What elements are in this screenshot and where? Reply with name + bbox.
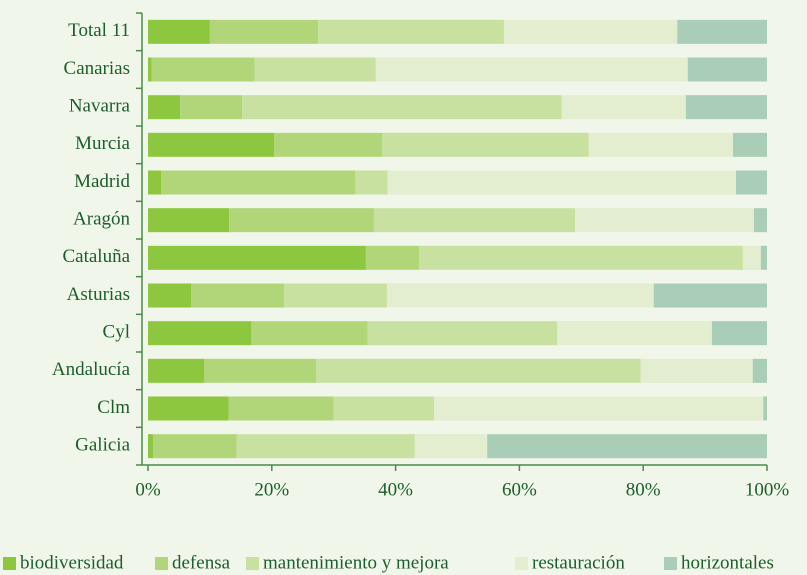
x-tick-label: 100% — [745, 479, 790, 500]
x-tick-label: 40% — [378, 479, 413, 500]
bar-segment — [653, 283, 767, 308]
bar-segment — [148, 95, 181, 120]
y-tick-label: Murcia — [75, 133, 130, 154]
y-tick-label: Galicia — [75, 435, 130, 456]
bar-segment — [763, 396, 767, 421]
bar-segment — [274, 132, 382, 157]
bar-segment — [503, 19, 678, 44]
y-tick-label: Total 11 — [68, 20, 130, 41]
bar-segment — [419, 245, 743, 270]
bar-segment — [228, 396, 334, 421]
bar-segment — [373, 208, 576, 233]
bar-segment — [687, 57, 767, 82]
bar-segment — [148, 208, 230, 233]
legend-swatch — [246, 557, 259, 570]
y-tick-label: Cataluña — [62, 246, 130, 267]
legend-label: biodiversidad — [20, 552, 124, 573]
bar-segment — [333, 396, 434, 421]
bar-segment — [367, 321, 558, 346]
bar-segment — [685, 95, 767, 120]
y-tick-label: Madrid — [74, 171, 130, 192]
y-tick-label: Cyl — [103, 322, 130, 343]
bar-segment — [160, 170, 356, 195]
bar-segment — [180, 95, 243, 120]
bar-segment — [557, 321, 712, 346]
bar-segment — [375, 57, 688, 82]
x-tick-label: 60% — [502, 479, 537, 500]
y-tick-label: Asturias — [67, 284, 130, 305]
bar-segment — [433, 396, 764, 421]
bar-segment — [387, 170, 737, 195]
legend-label: restauración — [532, 552, 625, 573]
y-tick-label: Andalucía — [52, 359, 131, 380]
bar-segment — [148, 57, 152, 82]
bar-segment — [318, 19, 504, 44]
bar-segment — [365, 245, 420, 270]
bar-segment — [148, 321, 252, 346]
legend-swatch — [3, 557, 16, 570]
bar-segment — [254, 57, 376, 82]
bar-segment — [148, 170, 161, 195]
y-tick-label: Clm — [97, 397, 130, 418]
y-tick-label: Aragón — [73, 209, 130, 230]
bar-segment — [148, 358, 205, 383]
bar-segment — [355, 170, 388, 195]
bar-segment — [148, 245, 366, 270]
bar-segment — [742, 245, 761, 270]
x-tick-label: 0% — [135, 479, 161, 500]
bar-segment — [209, 19, 319, 44]
bar-segment — [148, 132, 275, 157]
bar-segment — [242, 95, 562, 120]
bar-segment — [151, 57, 255, 82]
bar-segment — [754, 208, 767, 233]
bar-segment — [575, 208, 755, 233]
bar-segment — [736, 170, 767, 195]
bar-segment — [148, 283, 192, 308]
y-tick-label: Navarra — [69, 96, 131, 117]
bar-segment — [640, 358, 753, 383]
bar-segment — [760, 245, 767, 270]
bar-segment — [148, 19, 210, 44]
bar-segment — [711, 321, 767, 346]
bar-segment — [677, 19, 767, 44]
legend-swatch — [155, 557, 168, 570]
bar-segment — [561, 95, 686, 120]
x-tick-label: 20% — [254, 479, 289, 500]
bar-segment — [148, 434, 153, 459]
bar-segment — [148, 396, 229, 421]
bar-segment — [588, 132, 733, 157]
bar-segment — [487, 434, 767, 459]
y-tick-label: Canarias — [64, 58, 130, 79]
x-tick-label: 80% — [626, 479, 661, 500]
bar-segment — [229, 208, 374, 233]
bar-segment — [152, 434, 237, 459]
legend-label: mantenimiento y mejora — [263, 552, 449, 573]
bar-segment — [732, 132, 767, 157]
bar-segment — [386, 283, 654, 308]
bar-segment — [381, 132, 589, 157]
bar-segment — [414, 434, 488, 459]
bar-segment — [752, 358, 767, 383]
legend-swatch — [664, 557, 677, 570]
legend-swatch — [515, 557, 528, 570]
bar-segment — [316, 358, 641, 383]
legend-label: defensa — [172, 552, 231, 573]
bar-segment — [251, 321, 368, 346]
bar-segment — [284, 283, 387, 308]
bar-segment — [204, 358, 317, 383]
bar-segment — [236, 434, 415, 459]
legend-label: horizontales — [681, 552, 774, 573]
bar-segment — [191, 283, 285, 308]
